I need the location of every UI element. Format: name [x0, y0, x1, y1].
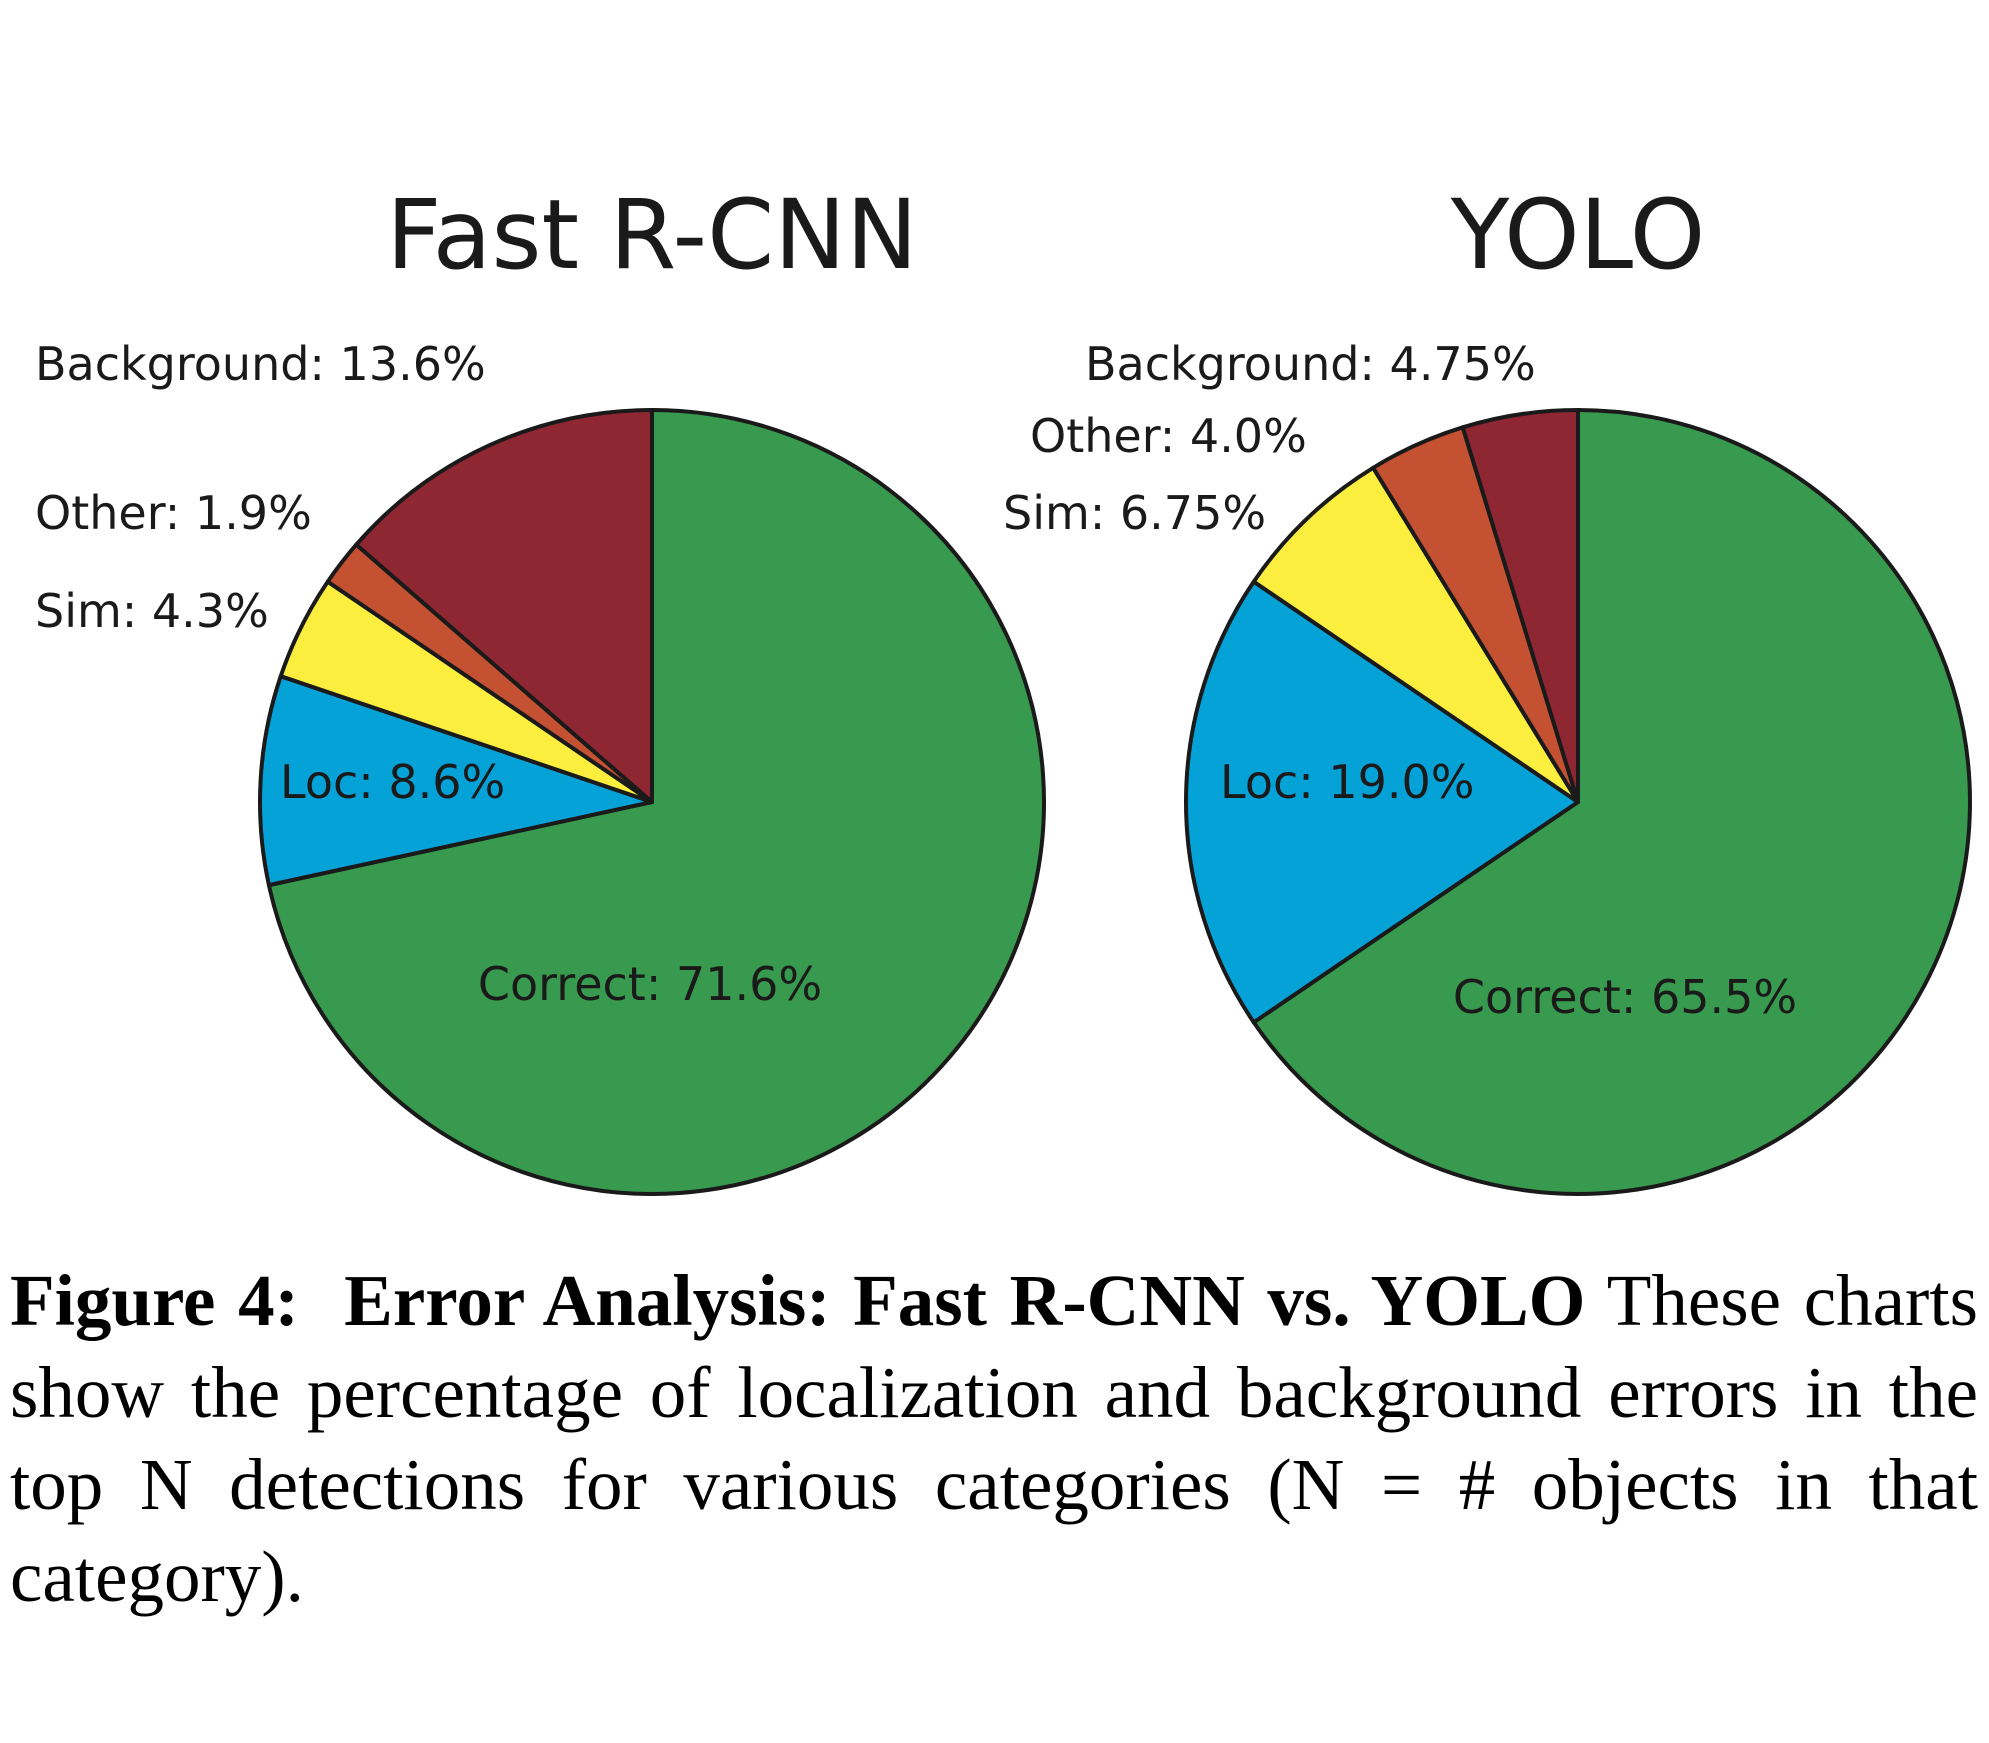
slice-label-loc: Loc: 19.0% [1220, 755, 1475, 809]
caption-heading: Error Analysis: Fast R-CNN vs. YOLO [344, 1260, 1586, 1341]
pie-slice-sim [1251, 465, 1580, 804]
chart-title-yolo: YOLO [1450, 179, 1706, 291]
slice-label-sim: Sim: 6.75% [1003, 486, 1266, 540]
slice-label-background: Background: 13.6% [35, 337, 486, 391]
pie-slice-loc [258, 674, 654, 888]
pie-slice-background [1460, 408, 1580, 804]
caption-figure-number: Figure 4: [10, 1260, 299, 1341]
caption-body: These charts show the percentage of loca… [10, 1260, 1979, 1617]
figure-pie-charts: Fast R-CNN Correct: 71.6% Loc: 8.6% Sim: 4… [35, 179, 1972, 1196]
slice-label-other: Other: 4.0% [1030, 409, 1307, 463]
figure-caption: Figure 4: Error Analysis: Fast R-CNN vs.… [10, 1255, 1978, 1623]
pie-chart-yolo: YOLO Correct: 65.5% Loc: 19.0% Sim: 6.75% O… [1003, 179, 1972, 1196]
chart-title-fast-rcnn: Fast R-CNN [386, 179, 918, 291]
slice-label-other: Other: 1.9% [35, 486, 312, 540]
slice-label-correct: Correct: 71.6% [478, 957, 822, 1011]
slice-label-loc: Loc: 8.6% [280, 755, 505, 809]
slice-label-correct: Correct: 65.5% [1453, 970, 1797, 1024]
pie-slice-correct [1251, 408, 1972, 1196]
slice-label-sim: Sim: 4.3% [35, 584, 269, 638]
pie-chart-fast-rcnn: Fast R-CNN Correct: 71.6% Loc: 8.6% Sim: 4… [35, 179, 1046, 1196]
pie-slice-background [354, 408, 654, 804]
pie-slice-correct [266, 408, 1046, 1196]
pie-slice-loc [1184, 579, 1580, 1025]
slice-label-background: Background: 4.75% [1085, 337, 1536, 391]
